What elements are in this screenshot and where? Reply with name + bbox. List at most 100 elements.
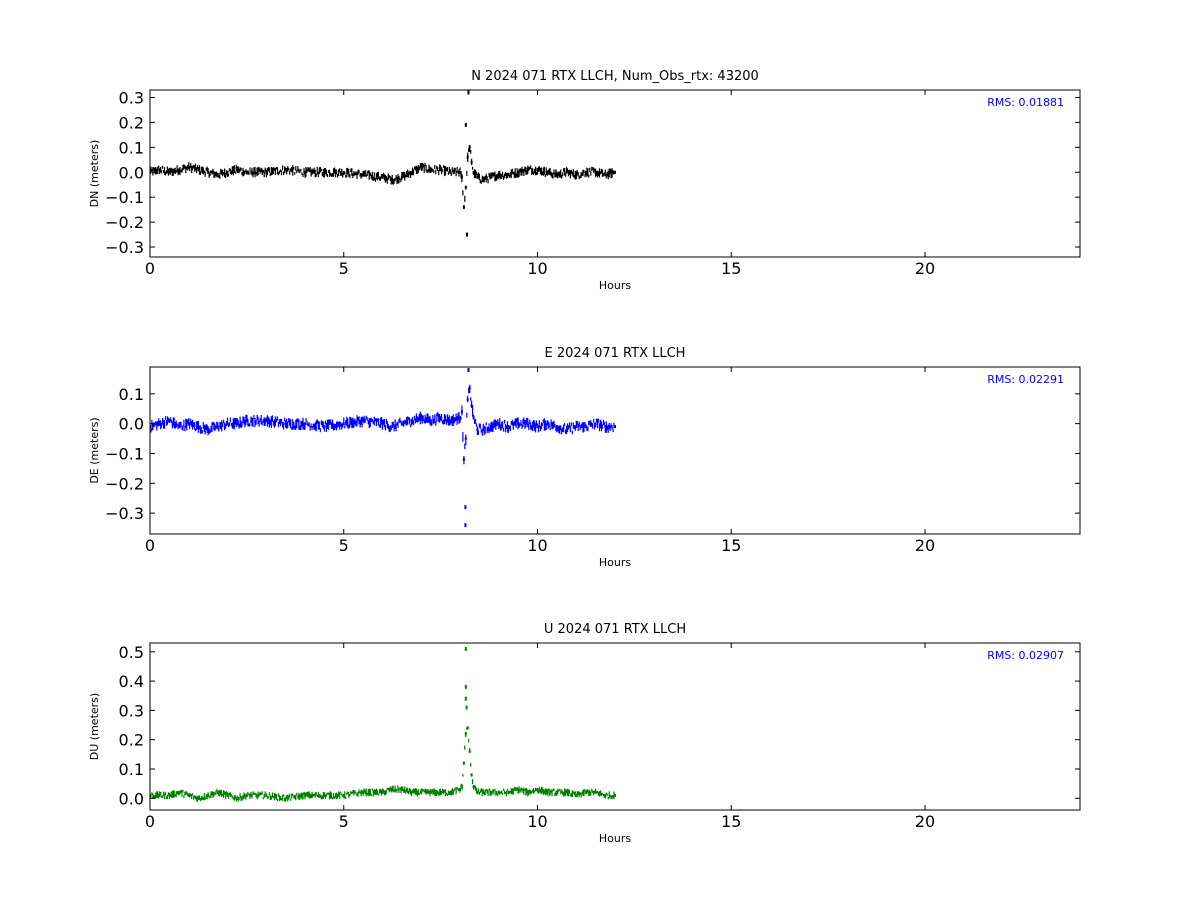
data-point bbox=[497, 790, 500, 794]
data-point bbox=[565, 790, 568, 794]
x-tick-label: 15 bbox=[721, 536, 741, 555]
y-tick-label: −0.1 bbox=[105, 444, 144, 463]
data-point bbox=[507, 790, 510, 794]
axes-frame bbox=[149, 89, 1081, 258]
data-point bbox=[207, 428, 210, 432]
data-series bbox=[150, 90, 616, 237]
y-axis-label: DN (meters) bbox=[88, 140, 101, 208]
panel-1: E 2024 071 RTX LLCH 0 5 10 15 20 −0.3 −0.2 −0.1 0… bbox=[88, 346, 1081, 569]
data-point bbox=[584, 170, 587, 174]
data-point bbox=[265, 793, 268, 797]
data-point bbox=[420, 165, 423, 169]
data-point bbox=[226, 170, 229, 174]
data-point bbox=[216, 173, 219, 177]
outlier-point bbox=[464, 684, 467, 689]
x-tick-label: 10 bbox=[527, 812, 547, 831]
data-point bbox=[490, 425, 492, 429]
outlier-point bbox=[465, 705, 468, 710]
outlier-point bbox=[464, 122, 467, 127]
data-point bbox=[245, 793, 248, 797]
data-point bbox=[400, 175, 403, 179]
data-point bbox=[197, 168, 200, 172]
data-point bbox=[555, 173, 558, 177]
x-tick-label: 5 bbox=[339, 812, 349, 831]
data-point bbox=[391, 425, 394, 429]
y-tick-label: 0.0 bbox=[119, 789, 144, 808]
data-point bbox=[472, 170, 475, 174]
y-tick-label: −0.2 bbox=[105, 213, 144, 232]
outlier-point bbox=[464, 646, 467, 651]
data-point bbox=[614, 170, 616, 174]
y-tick-label: 0.4 bbox=[119, 672, 144, 691]
axes-frame bbox=[149, 366, 1081, 535]
data-point bbox=[381, 175, 384, 179]
data-point bbox=[410, 419, 413, 423]
data-point bbox=[158, 168, 161, 172]
data-point bbox=[464, 437, 467, 441]
data-point bbox=[284, 796, 287, 800]
data-point bbox=[429, 168, 432, 172]
data-point bbox=[187, 165, 190, 169]
data-point bbox=[429, 790, 432, 794]
data-point bbox=[604, 793, 607, 797]
data-point bbox=[565, 428, 568, 432]
data-point bbox=[323, 425, 326, 429]
data-point bbox=[439, 168, 442, 172]
data-point bbox=[517, 788, 520, 791]
data-point bbox=[197, 796, 200, 800]
y-tick-label: −0.2 bbox=[105, 474, 144, 493]
data-point bbox=[536, 168, 539, 172]
x-tick-label: 5 bbox=[339, 259, 349, 278]
data-point bbox=[216, 425, 219, 429]
data-point bbox=[482, 790, 485, 794]
data-point bbox=[178, 790, 181, 794]
data-point bbox=[158, 793, 161, 797]
data-point bbox=[178, 425, 181, 429]
data-point bbox=[575, 173, 578, 177]
data-point bbox=[236, 422, 239, 426]
data-point bbox=[594, 422, 597, 426]
panel-title: E 2024 071 RTX LLCH bbox=[545, 346, 686, 361]
data-point bbox=[517, 422, 520, 426]
data-point bbox=[464, 185, 467, 189]
data-point bbox=[410, 170, 413, 174]
y-tick-label: 0.1 bbox=[119, 385, 144, 404]
data-point bbox=[207, 170, 210, 174]
data-point bbox=[323, 170, 326, 174]
panel-title: N 2024 071 RTX LLCH, Num_Obs_rtx: 43200 bbox=[471, 69, 759, 84]
y-tick-label: 0.3 bbox=[119, 88, 144, 107]
axes-frame bbox=[149, 642, 1081, 811]
y-axis-label: DU (meters) bbox=[88, 693, 101, 760]
y-tick-label: 0.0 bbox=[119, 415, 144, 434]
data-point bbox=[476, 428, 479, 432]
data-point bbox=[575, 793, 578, 797]
data-point bbox=[439, 790, 442, 794]
data-point bbox=[391, 178, 394, 182]
data-point bbox=[462, 205, 465, 209]
x-axis-label: Hours bbox=[599, 556, 631, 569]
y-tick-label: 0.1 bbox=[119, 760, 144, 779]
data-point bbox=[449, 790, 452, 794]
data-point bbox=[464, 732, 467, 736]
outlier-point bbox=[467, 368, 470, 372]
data-point bbox=[400, 422, 403, 426]
y-tick-label: 0.0 bbox=[119, 163, 144, 182]
data-point bbox=[207, 793, 210, 797]
data-point bbox=[517, 170, 520, 174]
data-point bbox=[265, 170, 268, 174]
data-point bbox=[546, 790, 549, 794]
data-point bbox=[178, 168, 181, 172]
outlier-point bbox=[467, 90, 470, 95]
data-point bbox=[226, 422, 229, 426]
data-point bbox=[168, 419, 171, 423]
data-point bbox=[429, 419, 432, 423]
data-point bbox=[584, 790, 587, 794]
panel-title: U 2024 071 RTX LLCH bbox=[544, 622, 686, 637]
data-point bbox=[482, 178, 485, 182]
data-point bbox=[187, 793, 190, 797]
data-series bbox=[150, 368, 616, 528]
y-tick-label: −0.3 bbox=[105, 504, 144, 523]
data-point bbox=[381, 422, 384, 426]
data-point bbox=[555, 790, 558, 794]
data-point bbox=[497, 173, 500, 177]
